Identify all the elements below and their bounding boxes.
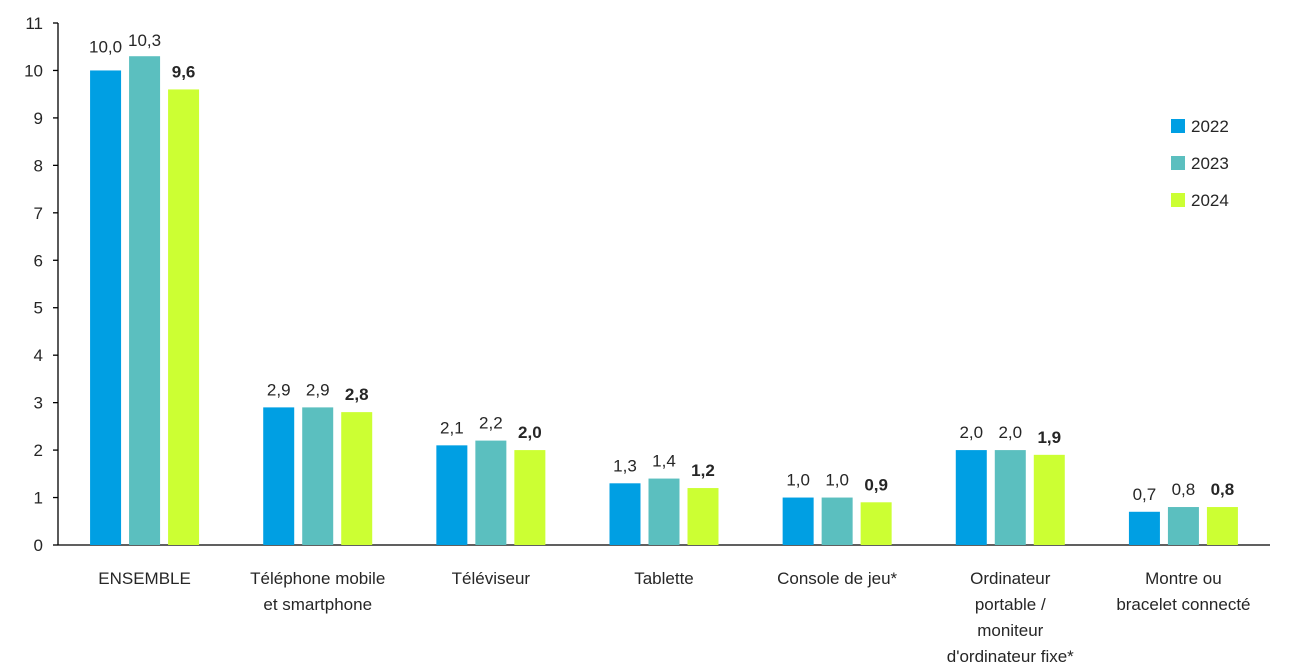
data-label: 1,4 [652,452,676,471]
legend: 2022 2023 2024 [1171,117,1229,210]
bar [436,445,468,545]
data-label: 10,3 [128,31,161,50]
category-label-line: Montre ou [1145,569,1222,588]
data-label: 1,3 [613,456,637,475]
y-tick-label: 11 [25,14,43,33]
category-labels: ENSEMBLE Téléphone mobile et smartphoneTél… [98,569,1250,666]
y-tick-label: 6 [34,251,43,270]
bar [168,89,200,545]
bar [1128,511,1160,545]
legend-label: 2024 [1191,191,1229,210]
bar [821,497,853,545]
data-label: 2,2 [479,414,503,433]
data-labels: 10,0 10,3 9,6 2,9 2,9 2,8 2,1 2,2 2,0 1,3 1,4 1,2 1,… [89,31,1234,504]
bars [90,56,1238,546]
data-label: 2,9 [267,380,291,399]
category-label: ENSEMBLE [98,569,191,588]
data-label: 1,0 [825,471,849,490]
data-label: 2,0 [959,423,983,442]
bar [1167,507,1199,545]
y-axis: 0 1 2 3 4 5 6 7 8 9 10 11 [24,14,59,555]
bar [475,440,507,545]
category-label-line: Tablette [634,569,694,588]
bar [514,450,546,545]
bar [341,412,373,545]
legend-swatch [1171,119,1185,133]
legend-swatch [1171,193,1185,207]
category-label: Console de jeu* [777,569,897,588]
category-label: Tablette [634,569,694,588]
y-tick-label: 3 [34,394,43,413]
category-label-line: Téléviseur [452,569,531,588]
data-label: 0,9 [864,475,888,494]
category-label-line: moniteur [977,621,1043,640]
bar [90,70,122,546]
data-label: 1,9 [1037,428,1061,447]
y-tick-label: 9 [34,109,43,128]
category-label: Montre ou bracelet connecté [1116,569,1250,614]
bar [302,407,334,545]
bar [1033,454,1065,545]
y-tick-label: 1 [34,489,43,508]
legend-label: 2023 [1191,154,1229,173]
y-tick-label: 8 [34,156,43,175]
data-label: 2,0 [518,423,542,442]
category-label-line: Téléphone mobile [250,569,385,588]
bar [1206,507,1238,545]
data-label: 2,8 [345,385,369,404]
category-label-line: d'ordinateur fixe* [947,647,1074,666]
y-tick-label: 10 [24,61,43,80]
data-label: 2,0 [998,423,1022,442]
bar [782,497,814,545]
data-label: 10,0 [89,37,122,56]
category-label-line: portable / [975,595,1046,614]
y-tick-label: 7 [34,204,43,223]
legend-swatch [1171,156,1185,170]
data-label: 0,7 [1133,485,1157,504]
data-label: 0,8 [1172,480,1196,499]
y-tick-label: 4 [34,346,43,365]
bar [609,483,641,545]
bar [129,56,161,546]
category-label-line: bracelet connecté [1116,595,1250,614]
category-label-line: Console de jeu* [777,569,897,588]
category-label-line: ENSEMBLE [98,569,191,588]
category-label: Téléviseur [452,569,531,588]
data-label: 0,8 [1211,480,1235,499]
bar [860,502,892,545]
category-label-line: et smartphone [263,595,372,614]
data-label: 2,9 [306,380,330,399]
category-label-line: Ordinateur [970,569,1051,588]
bar [994,450,1026,545]
data-label: 1,0 [786,471,810,490]
y-tick-label: 2 [34,441,43,460]
y-tick-label: 5 [34,299,43,318]
bar [263,407,295,545]
legend-label: 2022 [1191,117,1229,136]
bar [687,488,719,545]
data-label: 9,6 [172,62,196,81]
bar [648,478,680,545]
category-label: Ordinateur portable / moniteur d'ordinateur… [947,569,1074,666]
category-label: Téléphone mobile et smartphone [250,569,385,614]
bar [955,450,987,545]
data-label: 1,2 [691,461,715,480]
data-label: 2,1 [440,418,464,437]
y-tick-label: 0 [34,536,43,555]
